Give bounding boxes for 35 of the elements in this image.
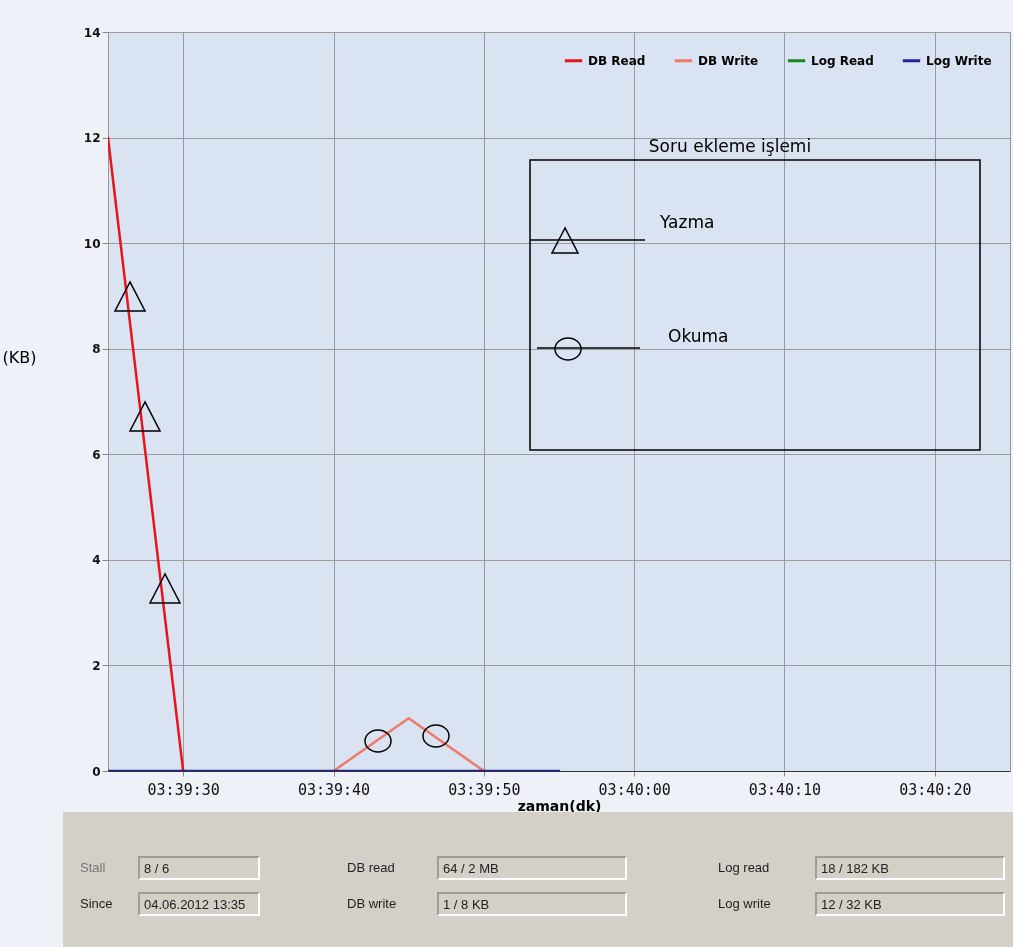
- text: 04.06.2012 13:35: [138, 892, 260, 916]
- text: Stall: [80, 860, 106, 875]
- text: 64 / 2 MB: [437, 856, 627, 880]
- text: Since: [80, 896, 113, 911]
- y-tick-label: 12: [83, 131, 101, 146]
- x-axis-title: zaman(dk): [517, 797, 602, 814]
- y-tick-label: 4: [92, 553, 101, 568]
- legend-label: Log Write: [926, 53, 992, 68]
- y-tick-label: 6: [92, 447, 101, 462]
- x-tick-label: 03:39:30: [147, 780, 220, 799]
- text: 1 / 8 KB: [437, 892, 627, 916]
- x-tick-label: 03:39:40: [297, 780, 371, 799]
- y-axis-title: (KB): [2, 347, 37, 367]
- text: DB write: [347, 896, 397, 911]
- legend-label: DB Write: [698, 53, 759, 68]
- annotation: Yazma: [659, 212, 715, 232]
- x-tick-label: 03:40:20: [899, 780, 972, 799]
- text: Log write: [718, 896, 771, 911]
- text: Log read: [718, 860, 770, 875]
- x-tick-label: 03:39:50: [448, 780, 521, 799]
- legend-label: Log Read: [811, 53, 874, 68]
- annotation: Soru ekleme işlemi: [648, 136, 812, 156]
- text: 18 / 182 KB: [815, 856, 1005, 880]
- y-tick-label: 8: [92, 342, 101, 357]
- y-tick-label: 14: [83, 25, 101, 40]
- text: 8 / 6: [138, 856, 260, 880]
- x-tick-label: 03:40:00: [598, 780, 671, 799]
- y-tick-label: 0: [92, 764, 101, 779]
- y-tick-label: 10: [83, 236, 101, 251]
- text: DB read: [347, 860, 395, 875]
- annotation: Okuma: [668, 326, 729, 346]
- y-tick-label: 2: [92, 658, 101, 673]
- x-tick-label: 03:40:10: [748, 780, 822, 799]
- text: 12 / 32 KB: [815, 892, 1005, 916]
- legend-label: DB Read: [588, 53, 646, 68]
